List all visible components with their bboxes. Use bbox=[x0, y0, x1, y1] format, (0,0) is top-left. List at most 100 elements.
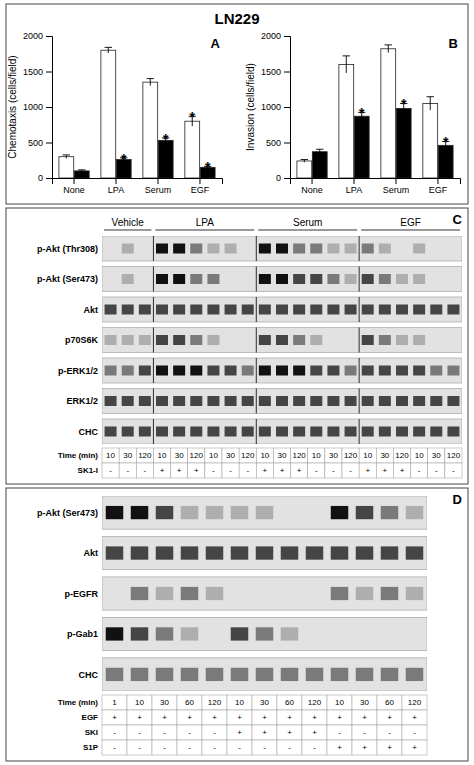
error-line bbox=[388, 45, 389, 53]
band bbox=[379, 365, 391, 375]
error-bar bbox=[63, 155, 70, 159]
tick: 2000 bbox=[261, 31, 290, 41]
lane-label: + bbox=[237, 713, 242, 722]
band bbox=[327, 304, 339, 314]
band bbox=[156, 304, 168, 314]
label-cell bbox=[202, 725, 227, 740]
tick-mark bbox=[354, 178, 355, 184]
band bbox=[430, 335, 442, 345]
band bbox=[122, 304, 134, 314]
band bbox=[276, 396, 288, 406]
bar bbox=[101, 50, 116, 178]
group-divider bbox=[256, 327, 257, 352]
error-bar bbox=[316, 149, 323, 154]
lane-label: - bbox=[332, 466, 335, 475]
band bbox=[310, 396, 322, 406]
lane-label: - bbox=[138, 728, 141, 737]
band bbox=[362, 304, 374, 314]
lane-label: + bbox=[263, 466, 268, 475]
x-axis: NoneLPASerumEGF bbox=[291, 178, 461, 195]
tick: EGF bbox=[191, 178, 210, 195]
band bbox=[242, 244, 254, 254]
panel-frame bbox=[6, 208, 468, 484]
blot-background bbox=[102, 327, 462, 352]
band bbox=[207, 365, 219, 375]
bar bbox=[354, 116, 369, 178]
band bbox=[139, 304, 151, 314]
band bbox=[306, 587, 324, 600]
band bbox=[173, 426, 185, 436]
band bbox=[281, 587, 299, 600]
label-cell bbox=[277, 710, 302, 725]
row-label: CHC bbox=[79, 427, 99, 437]
tick-mark bbox=[46, 72, 52, 73]
tick: 2000 bbox=[23, 31, 52, 41]
tick-label: 1500 bbox=[23, 67, 43, 77]
label-cell bbox=[227, 740, 252, 755]
bar-series bbox=[297, 45, 438, 178]
lane-label: + bbox=[387, 743, 392, 752]
tick: 500 bbox=[28, 138, 52, 148]
lane-label: - bbox=[163, 728, 166, 737]
lane-label: - bbox=[338, 728, 341, 737]
label-cell bbox=[376, 448, 393, 463]
band bbox=[156, 546, 174, 559]
band bbox=[156, 426, 168, 436]
lane-label: + bbox=[337, 743, 342, 752]
band bbox=[259, 426, 271, 436]
label-cell bbox=[393, 463, 410, 478]
lane-label: - bbox=[238, 743, 241, 752]
band bbox=[310, 365, 322, 375]
tick-mark bbox=[437, 178, 438, 184]
bar bbox=[312, 152, 327, 178]
lane-label: - bbox=[213, 743, 216, 752]
label-cell bbox=[102, 725, 127, 740]
panel-label: C bbox=[453, 212, 463, 227]
band bbox=[345, 244, 357, 254]
label-cell bbox=[152, 695, 177, 710]
error-line bbox=[430, 97, 431, 110]
y-axis: 0500100015002000 bbox=[23, 31, 53, 183]
band bbox=[131, 546, 149, 559]
tick-mark bbox=[284, 72, 290, 73]
label-cell bbox=[291, 463, 308, 478]
band bbox=[331, 506, 349, 519]
row-label: p-ERK1/2 bbox=[58, 366, 98, 376]
group-header: LPA bbox=[196, 217, 214, 228]
lane-label: 10 bbox=[135, 698, 144, 707]
row-label: p-Akt (Thr308) bbox=[37, 244, 98, 254]
band bbox=[242, 304, 254, 314]
bar bbox=[339, 64, 354, 178]
tick: 0 bbox=[38, 173, 52, 183]
error-cap bbox=[78, 169, 85, 170]
band bbox=[293, 244, 305, 254]
band bbox=[447, 365, 459, 375]
group-divider bbox=[153, 297, 154, 322]
band bbox=[406, 627, 424, 640]
band bbox=[379, 244, 391, 254]
band bbox=[379, 274, 391, 284]
label-cell bbox=[222, 463, 239, 478]
lane-label: 30 bbox=[160, 698, 169, 707]
tick: 1500 bbox=[23, 67, 52, 77]
group-underline bbox=[155, 230, 254, 231]
group-divider bbox=[153, 419, 154, 444]
label-row-title: Time (min) bbox=[58, 698, 99, 707]
band bbox=[327, 426, 339, 436]
band bbox=[173, 335, 185, 345]
lane-label: 120 bbox=[408, 698, 422, 707]
label-cell bbox=[445, 463, 462, 478]
band bbox=[345, 396, 357, 406]
band bbox=[331, 627, 349, 640]
lane-label: + bbox=[280, 466, 285, 475]
tick-label: 500 bbox=[28, 138, 43, 148]
axis-line bbox=[53, 179, 223, 185]
tick-mark bbox=[46, 143, 52, 144]
band bbox=[207, 244, 219, 254]
band bbox=[156, 244, 168, 254]
row-label: p-Akt (Ser473) bbox=[37, 274, 98, 284]
label-cell bbox=[152, 740, 177, 755]
lane-label: 30 bbox=[278, 451, 287, 460]
band bbox=[122, 426, 134, 436]
band bbox=[105, 335, 117, 345]
